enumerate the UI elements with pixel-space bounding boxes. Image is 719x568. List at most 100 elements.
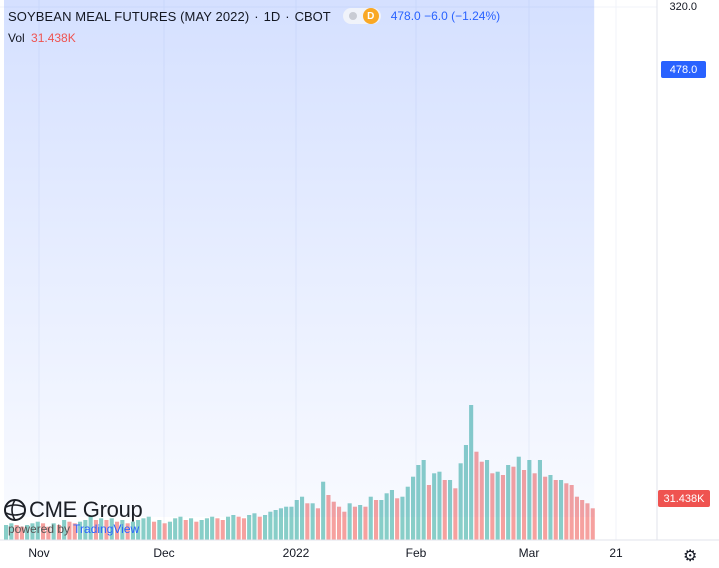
volume-bar (215, 518, 220, 540)
volume-bar (252, 513, 257, 540)
volume-bar (130, 521, 135, 540)
volume-bar (247, 515, 252, 540)
volume-bar (199, 520, 204, 540)
y-tick-label: 320.0 (669, 1, 697, 13)
volume-bar (88, 516, 93, 540)
volume-bar (363, 506, 368, 540)
volume-bar (157, 520, 162, 540)
volume-bar (326, 495, 331, 540)
separator: · (285, 8, 290, 24)
volume-bar (120, 520, 125, 540)
volume-bar (220, 520, 225, 540)
symbol-title[interactable]: SOYBEAN MEAL FUTURES (MAY 2022) (8, 8, 250, 24)
powered-by-text: powered by (8, 522, 74, 536)
volume-bar (83, 520, 88, 540)
market-status-dot-icon (348, 12, 357, 20)
volume-bar (368, 496, 373, 540)
volume-bar (41, 523, 46, 540)
volume-bar (278, 508, 283, 540)
volume-bar (9, 523, 14, 540)
volume-bar (273, 510, 278, 540)
volume-bar (226, 516, 231, 540)
volume-bar (167, 521, 172, 540)
volume-bar (268, 511, 273, 540)
volume-bar (183, 520, 188, 540)
volume-bar (67, 521, 72, 540)
volume-bar (173, 518, 178, 540)
volume-bar (284, 506, 289, 540)
volume-bar (78, 521, 83, 540)
volume-bar (104, 520, 109, 540)
powered-by: powered by TradingView (8, 522, 142, 536)
interval-label[interactable]: 1D (263, 8, 281, 24)
volume-bar (374, 500, 379, 540)
volume-bar (72, 523, 77, 540)
volume-bar (25, 525, 30, 540)
volume-bar (30, 523, 35, 540)
x-tick-label: Nov (28, 546, 50, 560)
volume-bar (289, 506, 294, 540)
volume-bar (241, 518, 246, 540)
volume-bar (115, 521, 120, 540)
x-tick-label: 21 (609, 546, 623, 560)
volume-bar (574, 496, 579, 540)
chart-header: SOYBEAN MEAL FUTURES (MAY 2022) · 1D · C… (8, 7, 500, 25)
volume-bar (263, 515, 268, 540)
volume-bar (152, 521, 157, 540)
volume-tag: 31.438K (658, 490, 710, 507)
volume-bar (400, 496, 405, 540)
x-tick-label: Mar (518, 546, 540, 560)
volume-bar (580, 500, 585, 540)
x-tick-label: 2022 (282, 546, 310, 560)
volume-bar (146, 516, 151, 540)
price-area (4, 0, 595, 517)
volume-bar (189, 518, 194, 540)
volume-bar (305, 503, 310, 540)
volume-bar (300, 496, 305, 540)
volume-bar (51, 523, 56, 540)
volume-bar (590, 508, 595, 540)
volume-bar (310, 503, 315, 540)
volume-bar (19, 526, 24, 540)
volume-bar (4, 525, 9, 540)
volume-bar (62, 520, 67, 540)
last-price-tag: 478.0 (661, 61, 706, 78)
volume-bar (352, 506, 357, 540)
volume-bar (46, 526, 51, 540)
cme-logo[interactable]: CME Group powered by TradingView (4, 497, 143, 536)
volume-bar (136, 520, 141, 540)
delayed-badge[interactable]: D (362, 8, 379, 24)
status-pill[interactable]: D (342, 8, 381, 24)
volume-bar (395, 498, 400, 540)
cme-brand: CME Group (4, 497, 143, 523)
volume-legend-label: Vol (8, 31, 25, 45)
volume-legend-value: 31.438K (31, 31, 76, 45)
separator: · (254, 8, 259, 24)
gear-icon[interactable]: ⚙ (683, 548, 698, 565)
volume-bar (93, 520, 98, 540)
volume-bar (99, 518, 104, 540)
volume-bar (14, 525, 19, 540)
volume-bar (178, 516, 183, 540)
volume-bar (194, 521, 199, 540)
volume-bar (236, 516, 241, 540)
volume-bar (56, 525, 61, 540)
volume-bar (257, 516, 262, 540)
volume-bar (210, 516, 215, 540)
volume-bar (337, 506, 342, 540)
x-tick-label: Feb (405, 546, 427, 560)
x-tick-label: Dec (153, 546, 175, 560)
cme-brand-text: CME Group (29, 497, 143, 522)
volume-bar (204, 518, 209, 540)
volume-bar (585, 503, 590, 540)
volume-bar (331, 501, 336, 540)
volume-bar (315, 508, 320, 540)
exchange-label: CBOT (294, 8, 331, 24)
volume-legend: Vol 31.438K (8, 31, 76, 45)
volume-bar (347, 503, 352, 540)
tradingview-link[interactable]: TradingView (73, 522, 140, 536)
volume-bar (109, 518, 114, 540)
volume-bar (342, 511, 347, 540)
volume-bar (125, 523, 130, 540)
